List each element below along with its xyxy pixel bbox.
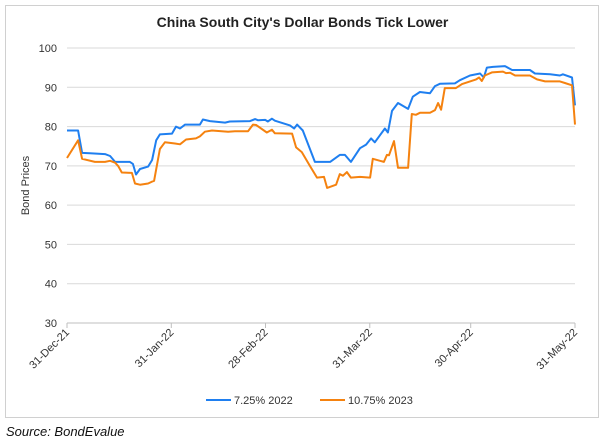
y-tick-label: 100	[39, 43, 57, 55]
y-axis-label: Bond Prices	[20, 155, 32, 215]
x-tick-label: 31-Dec-21	[27, 327, 72, 372]
y-tick-label: 80	[45, 122, 57, 134]
legend-label: 7.25% 2022	[234, 395, 293, 407]
y-tick-label: 40	[45, 279, 57, 291]
x-tick-label: 31-Mar-22	[331, 327, 375, 371]
y-tick-label: 70	[45, 161, 57, 173]
y-tick-label: 30	[45, 318, 57, 330]
chart-frame	[5, 5, 599, 418]
source-note: Source: BondEvalue	[6, 424, 125, 439]
x-tick-label: 31-May-22	[534, 327, 580, 373]
legend-label: 10.75% 2023	[348, 395, 413, 407]
y-tick-label: 60	[45, 200, 57, 212]
series-line-1	[66, 70, 576, 189]
x-tick-label: 31-Jan-22	[133, 327, 177, 371]
series-line-0	[67, 65, 576, 176]
chart-title: China South City's Dollar Bonds Tick Low…	[156, 14, 449, 30]
x-tick-label: 28-Feb-22	[226, 327, 270, 371]
x-tick-label: 30-Apr-22	[433, 327, 476, 370]
y-tick-label: 50	[45, 239, 57, 251]
y-tick-label: 90	[45, 82, 57, 94]
